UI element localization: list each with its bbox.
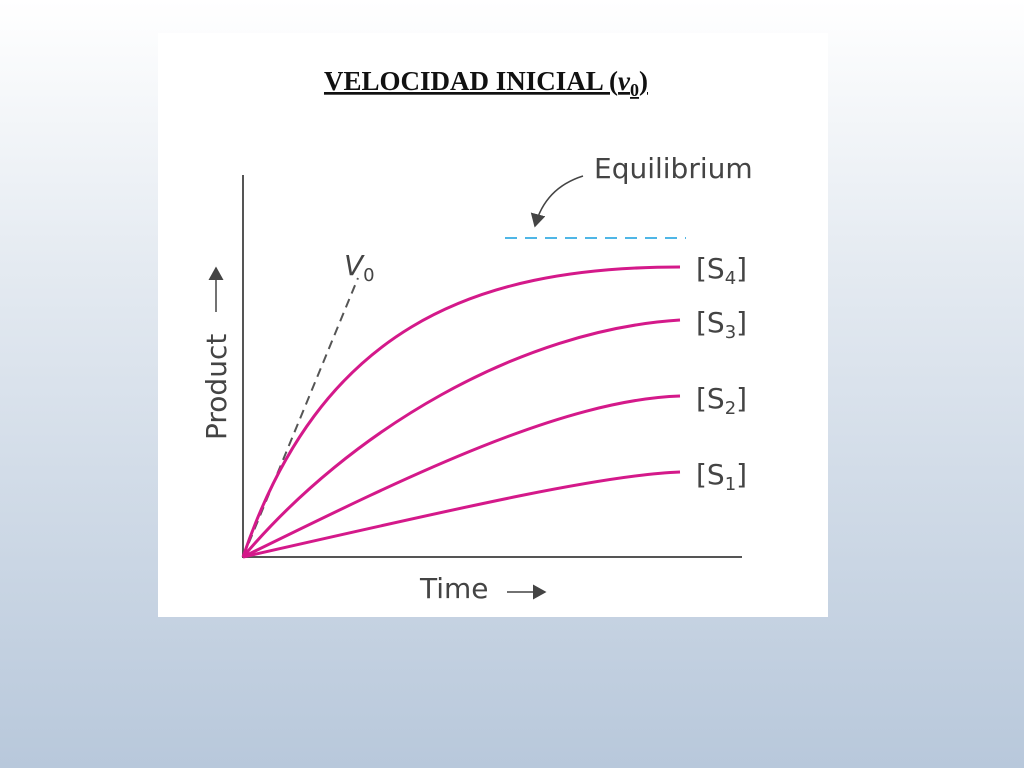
- curve-label: [S3]: [696, 306, 747, 343]
- curve-label-end: ]: [736, 458, 747, 491]
- curve-label-end: ]: [736, 306, 747, 339]
- y-axis-label: Product: [200, 334, 233, 440]
- title-close: ): [639, 66, 648, 96]
- curve-label-base: [S: [696, 382, 725, 415]
- equilibrium-arrow: [530, 175, 584, 228]
- tangent-base: V: [344, 249, 365, 282]
- curve-label-base: [S: [696, 252, 725, 285]
- panel: [158, 33, 828, 617]
- x-axis-label: Time: [419, 572, 489, 605]
- curve-label-sub: 2: [725, 398, 736, 419]
- tangent-label: V0: [344, 249, 375, 286]
- curve-label: [S2]: [696, 382, 747, 419]
- curve: [242, 394, 681, 559]
- title-subscript: 0: [630, 80, 639, 100]
- curve-label-base: [S: [696, 306, 725, 339]
- curve-label-sub: 4: [725, 268, 736, 289]
- tangent-sub: 0: [363, 265, 374, 286]
- title-text: VELOCIDAD INICIAL (: [324, 66, 618, 96]
- equilibrium-label: Equilibrium: [594, 152, 753, 185]
- curve-label-sub: 1: [725, 474, 736, 495]
- curve-label-end: ]: [736, 382, 747, 415]
- curve: [241, 318, 681, 558]
- curve-label-sub: 3: [725, 322, 736, 343]
- curve-label: [S1]: [696, 458, 747, 495]
- curve-label: [S4]: [696, 252, 747, 289]
- title: VELOCIDAD INICIAL (v0): [324, 66, 648, 100]
- title-symbol: v: [618, 66, 631, 96]
- curve-label-end: ]: [736, 252, 747, 285]
- curve: [242, 470, 681, 559]
- curve-label-base: [S: [696, 458, 725, 491]
- curve: [241, 265, 681, 558]
- curve-labels: [S4][S3][S2][S1]: [696, 252, 747, 495]
- curves: [241, 265, 681, 559]
